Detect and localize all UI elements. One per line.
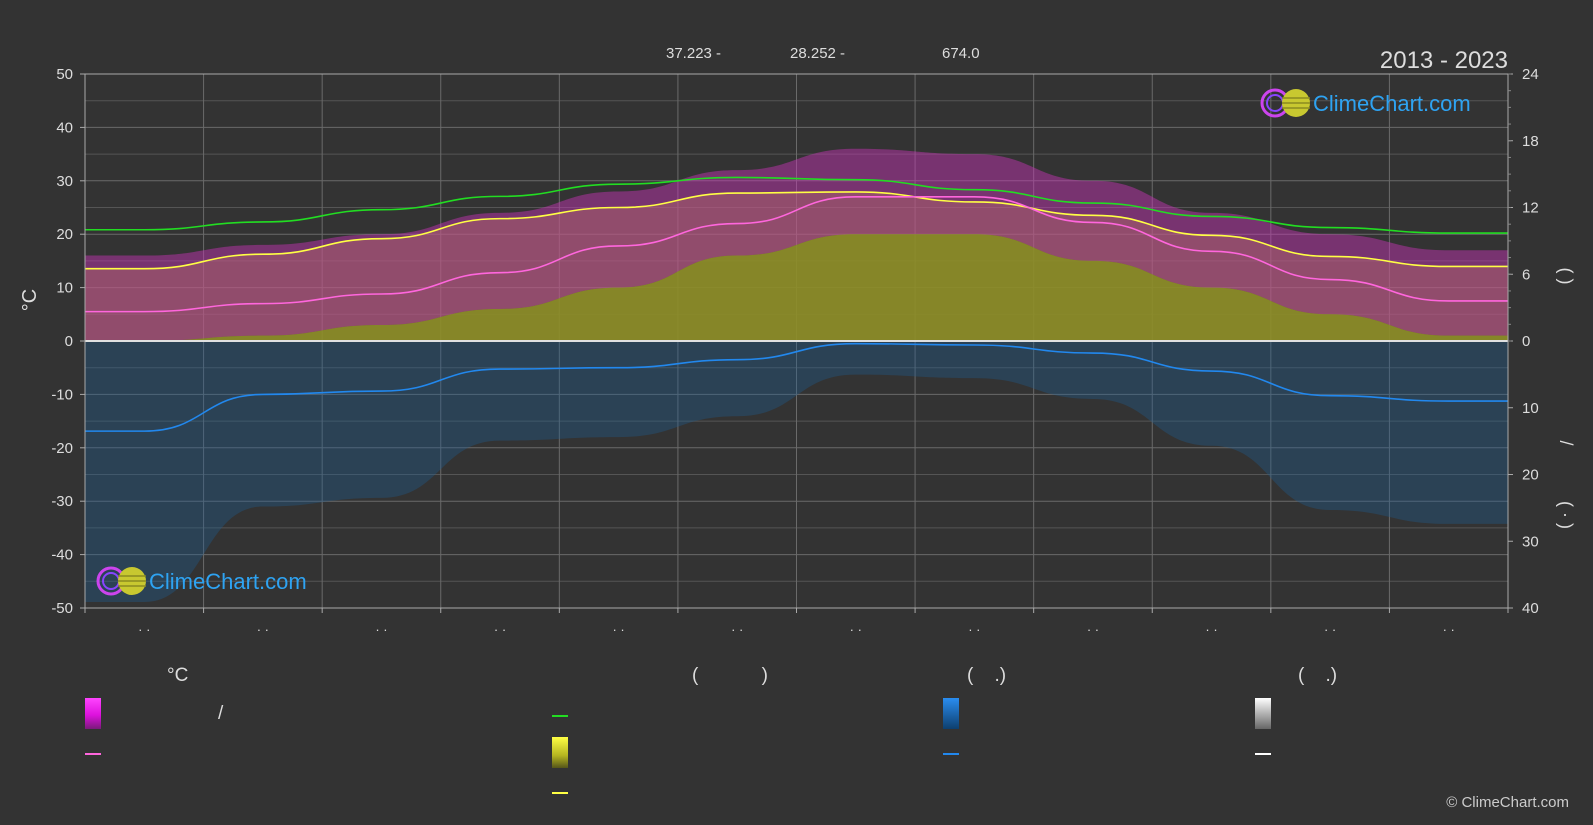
right-bottom-tick-label: 30 bbox=[1522, 533, 1539, 550]
left-tick-label: -20 bbox=[51, 440, 73, 457]
brand-logo-bottom[interactable]: ClimeChart.com bbox=[96, 566, 307, 596]
right-bottom-tick-label: 10 bbox=[1522, 400, 1539, 417]
logo-icon bbox=[1260, 88, 1310, 118]
logo-icon bbox=[96, 566, 146, 596]
copyright: © ClimeChart.com bbox=[1446, 794, 1569, 811]
legend-temp-slash: / bbox=[218, 703, 224, 724]
x-tick-label: · · bbox=[375, 622, 387, 637]
brand-logo-top[interactable]: ClimeChart.com bbox=[1260, 88, 1471, 118]
legend-heading-sunshine: ( ) bbox=[692, 665, 768, 686]
period-label: 2013 - 2023 bbox=[1380, 47, 1508, 74]
left-tick-label: -10 bbox=[51, 386, 73, 403]
right-top-tick-label: 12 bbox=[1522, 200, 1539, 217]
min-temperature-fill bbox=[85, 234, 1508, 341]
legend-heading-precipitation: ( .) bbox=[967, 665, 1007, 686]
x-tick-label: · · bbox=[731, 622, 743, 637]
x-tick-label: · · bbox=[850, 622, 862, 637]
axes: 50 40 30 20 10 0 -10 -20 -30 -40 -50 24 18 12 6 0 10 20 30… bbox=[51, 66, 1538, 637]
x-tick-label: · · bbox=[1443, 622, 1455, 637]
legend-heading-temperature: °C bbox=[167, 665, 189, 686]
left-tick-label: 50 bbox=[56, 66, 73, 83]
coord-lon: 28.252 - bbox=[790, 45, 845, 62]
x-tick-label: · · bbox=[1087, 622, 1099, 637]
coord-elevation: 674.0 bbox=[942, 45, 980, 62]
left-tick-label: -50 bbox=[51, 600, 73, 617]
left-tick-label: 10 bbox=[56, 280, 73, 297]
precipitation-band bbox=[85, 341, 1508, 602]
daylight-line bbox=[84, 176, 1508, 234]
left-tick-label: -30 bbox=[51, 493, 73, 510]
x-tick-label: · · bbox=[1324, 622, 1336, 637]
right-bottom-tick-label: 20 bbox=[1522, 467, 1539, 484]
coord-lat: 37.223 - bbox=[666, 45, 721, 62]
left-tick-label: -40 bbox=[51, 547, 73, 564]
right-top-tick-label: 18 bbox=[1522, 133, 1539, 150]
precipitation-line bbox=[85, 342, 1508, 432]
series-lines bbox=[84, 176, 1508, 432]
temperature-mean-line bbox=[85, 196, 1508, 313]
right-top-tick-label: 6 bbox=[1522, 266, 1530, 283]
x-tick-label: · · bbox=[494, 622, 506, 637]
left-tick-label: 20 bbox=[56, 226, 73, 243]
legend-swatch-snow-band bbox=[1255, 698, 1271, 729]
sunshine-line bbox=[85, 191, 1508, 270]
left-tick-label: 30 bbox=[56, 173, 73, 190]
x-tick-label: · · bbox=[968, 622, 980, 637]
temperature-band bbox=[85, 148, 1508, 341]
right-axis-bottom-title: ( · ) bbox=[1556, 501, 1576, 529]
x-tick-label: · · bbox=[1205, 622, 1217, 637]
x-tick-label: · · bbox=[612, 622, 624, 637]
legend-swatch-sunshine-band bbox=[552, 737, 568, 768]
right-axis-top-title: ( ) bbox=[1556, 268, 1576, 285]
legend-heading-snow: ( .) bbox=[1298, 665, 1338, 686]
legend-swatch-temp-band bbox=[85, 698, 101, 729]
right-top-tick-label: 24 bbox=[1522, 66, 1539, 83]
right-bottom-tick-label: 40 bbox=[1522, 600, 1539, 617]
right-axis-bottom-slash: / bbox=[1556, 440, 1576, 445]
x-tick-label: · · bbox=[257, 622, 269, 637]
left-axis-title: °C bbox=[19, 289, 41, 311]
brand-name-bottom: ClimeChart.com bbox=[149, 569, 307, 594]
x-tick-label: · · bbox=[138, 622, 150, 637]
left-tick-label: 0 bbox=[65, 333, 73, 350]
brand-name-top: ClimeChart.com bbox=[1313, 91, 1471, 116]
left-tick-label: 40 bbox=[56, 119, 73, 136]
legend-swatch-precip-band bbox=[943, 698, 959, 729]
right-top-tick-label: 0 bbox=[1522, 333, 1530, 350]
